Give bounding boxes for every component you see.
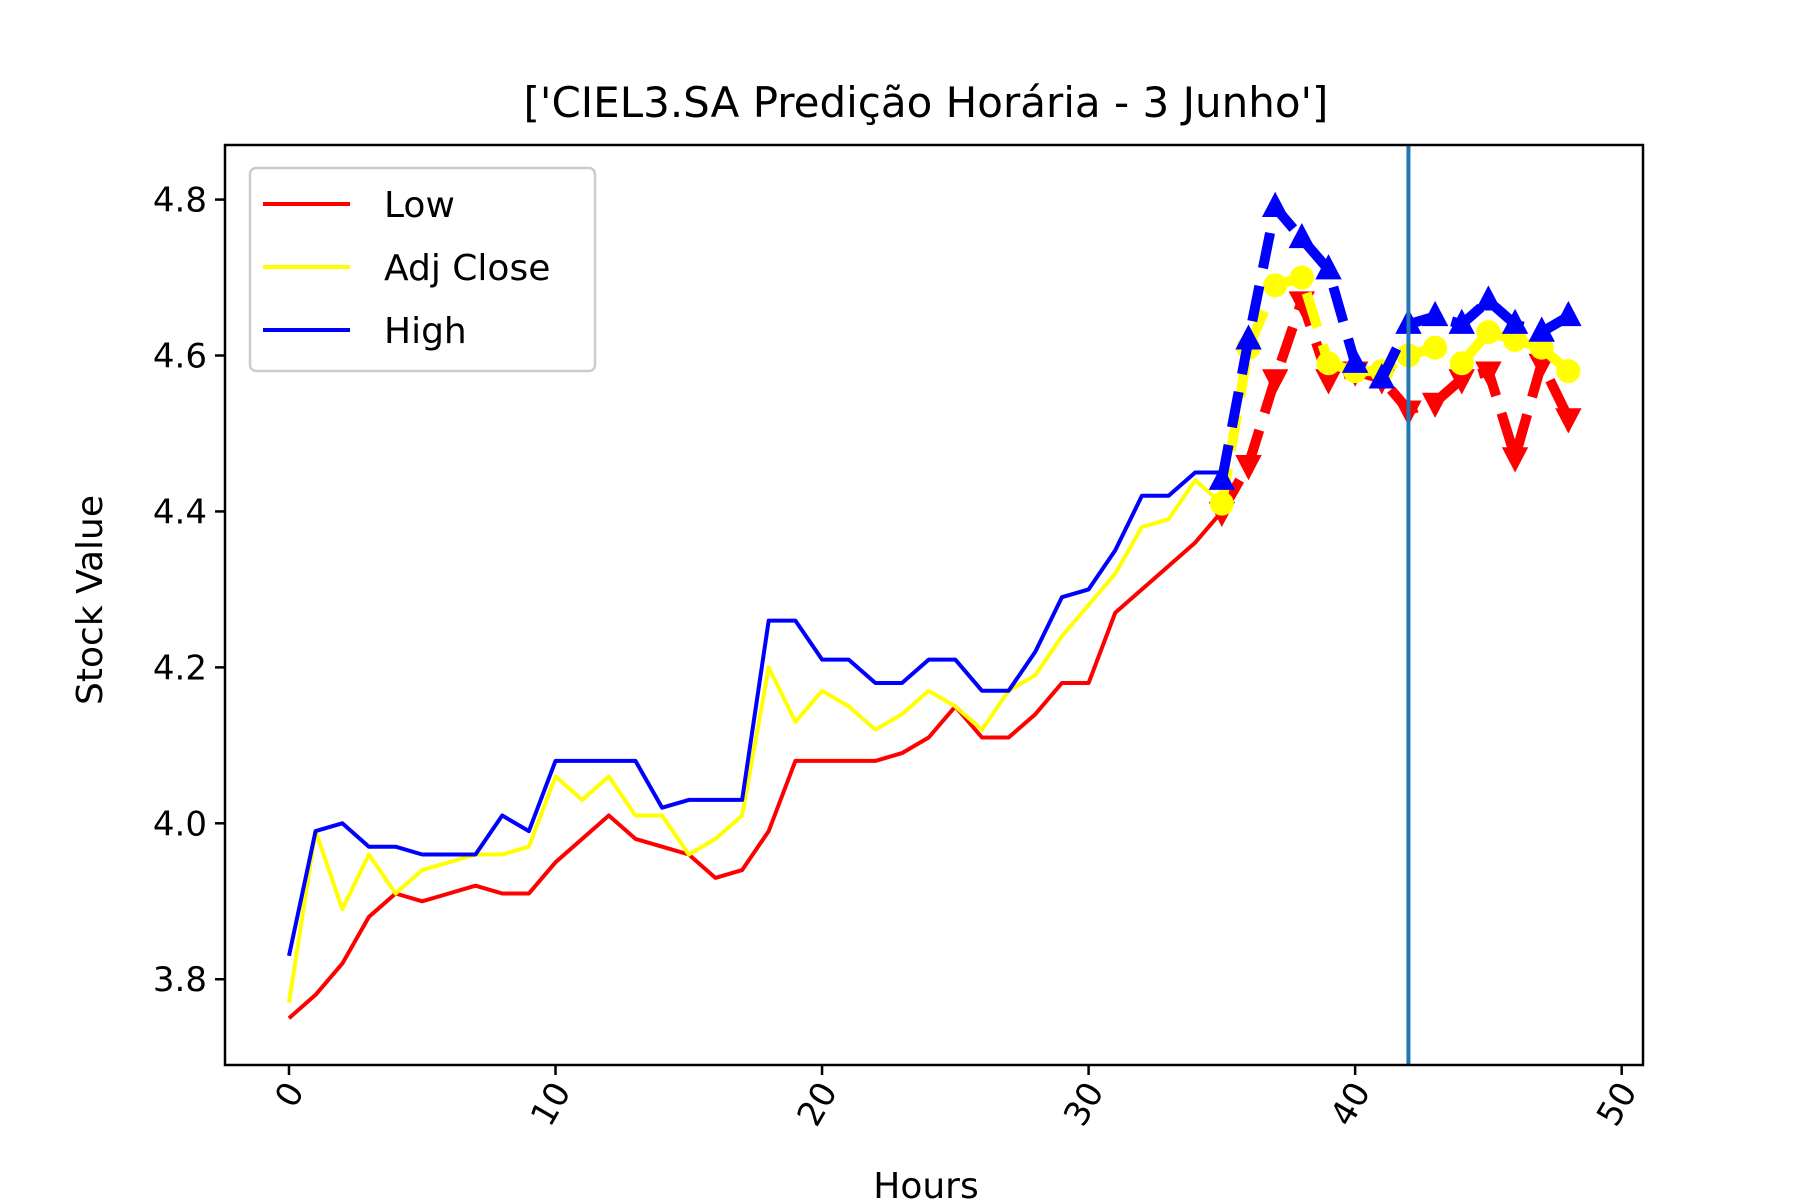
legend-box	[248, 166, 597, 373]
x-tick-label: 50	[1589, 1076, 1645, 1133]
prediction-marker-high	[1288, 222, 1316, 249]
y-tick-label: 4.6	[153, 337, 207, 377]
legend: Low Adj Close High	[248, 166, 597, 373]
prediction-marker-high	[1235, 324, 1262, 350]
x-axis-title: Hours	[873, 1166, 978, 1200]
legend-label-high: High	[384, 311, 467, 352]
series-line-adj-close	[287, 478, 1224, 1003]
prediction-marker-adj-close	[1209, 491, 1234, 516]
prediction-marker-adj-close	[1556, 359, 1581, 384]
prediction-marker-high	[1421, 300, 1449, 327]
prediction-marker-adj-close	[1263, 273, 1288, 298]
x-tick-label: 10	[523, 1076, 579, 1133]
prediction-marker-low	[1261, 369, 1289, 395]
prediction-marker-adj-close	[1476, 320, 1501, 345]
prediction-marker-high	[1501, 308, 1529, 334]
prediction-marker-adj-close	[1289, 265, 1314, 290]
chart-title: ['CIEL3.SA Predição Horária - 3 Junho']	[524, 78, 1329, 127]
y-tick-label: 4.0	[153, 804, 207, 844]
prediction-marker-adj-close	[1423, 335, 1448, 360]
prediction-marker-low	[1235, 455, 1262, 481]
prediction-marker-low	[1555, 408, 1582, 434]
x-tick-label: 20	[790, 1076, 846, 1133]
x-tick-label: 0	[267, 1076, 312, 1115]
legend-label-adj-close: Adj Close	[384, 248, 550, 289]
y-axis-title: Stock Value	[70, 495, 111, 705]
y-tick-label: 3.8	[153, 960, 207, 1000]
prediction-marker-high	[1448, 308, 1475, 334]
legend-label-low: Low	[384, 185, 455, 226]
prediction-marker-high	[1528, 316, 1555, 342]
prediction-marker-adj-close	[1449, 351, 1474, 376]
prediction-line-low	[1217, 295, 1573, 514]
prediction-marker-high	[1315, 254, 1342, 280]
prediction-marker-low	[1421, 392, 1449, 418]
y-tick-label: 4.8	[153, 181, 207, 221]
prediction-marker-low	[1501, 447, 1529, 473]
prediction-marker-high	[1208, 464, 1236, 490]
y-tick-label: 4.2	[153, 648, 207, 688]
prediction-marker-low	[1475, 361, 1502, 387]
series-line-low	[287, 510, 1224, 1020]
prediction-marker-high	[1555, 300, 1582, 327]
plot-area-series	[287, 145, 1582, 1065]
prediction-marker-high	[1368, 363, 1395, 389]
prediction-marker-low	[1448, 369, 1475, 395]
x-tick-label: 40	[1323, 1076, 1379, 1133]
prediction-marker-high	[1341, 347, 1369, 373]
y-tick-label: 4.4	[153, 492, 207, 532]
series-line-high	[287, 470, 1222, 957]
prediction-marker-high	[1475, 285, 1502, 311]
x-tick-label: 30	[1056, 1076, 1112, 1133]
prediction-marker-high	[1261, 191, 1289, 217]
plot-frame	[223, 143, 1645, 1067]
prediction-marker-low	[1315, 369, 1342, 395]
prediction-marker-adj-close	[1316, 351, 1341, 376]
